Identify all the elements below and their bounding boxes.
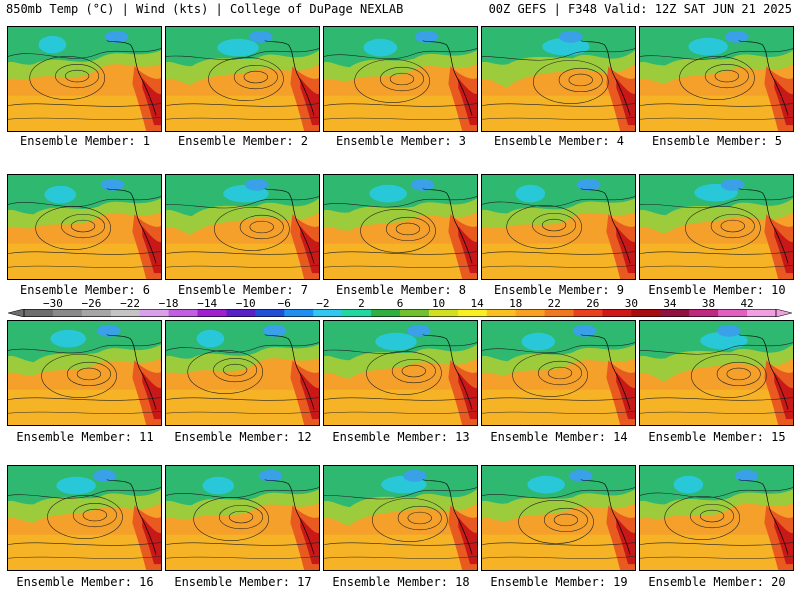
ensemble-member-label: Ensemble Member: 2	[177, 134, 309, 148]
colorbar-tick-label: −2	[316, 297, 330, 310]
ensemble-member-map	[481, 26, 636, 132]
ensemble-member-label: Ensemble Member: 13	[332, 430, 470, 444]
colorbar-tick-label: −10	[235, 297, 256, 310]
ensemble-member-map	[323, 320, 478, 426]
colorbar-tick-label: 18	[509, 297, 523, 310]
ensemble-member-map	[165, 320, 320, 426]
colorbar-swatch	[457, 309, 488, 317]
ensemble-member-label: Ensemble Member: 14	[490, 430, 628, 444]
colorbar-swatch	[255, 309, 285, 317]
colorbar-tick-label: −18	[158, 297, 179, 310]
ensemble-member-map	[639, 174, 794, 280]
colorbar-max-arrow	[775, 309, 792, 317]
header-title: 850mb Temp (°C) | Wind (kts) | College o…	[6, 2, 404, 16]
colorbar-swatch	[747, 309, 777, 317]
ensemble-member-map	[481, 465, 636, 571]
ensemble-member-label: Ensemble Member: 7	[177, 283, 309, 297]
ensemble-member-map	[7, 174, 162, 280]
ensemble-member-map	[639, 26, 794, 132]
ensemble-member-map	[323, 174, 478, 280]
colorbar-swatch	[428, 309, 459, 317]
colorbar-swatch	[660, 309, 690, 317]
colorbar-swatch	[689, 309, 719, 317]
header-run-info: 00Z GEFS | F348 Valid: 12Z SAT JUN 21 20…	[488, 2, 792, 16]
ensemble-member-label: Ensemble Member: 12	[174, 430, 312, 444]
ensemble-member-map	[7, 320, 162, 426]
ensemble-member-label: Ensemble Member: 6	[19, 283, 151, 297]
colorbar-swatch	[371, 309, 401, 317]
ensemble-member-label: Ensemble Member: 11	[16, 430, 154, 444]
colorbar-swatch	[197, 309, 227, 317]
ensemble-member-map	[639, 465, 794, 571]
ensemble-member-map	[7, 465, 162, 571]
colorbar-tick-label: 34	[663, 297, 677, 310]
colorbar-tick-label: −22	[120, 297, 140, 310]
colorbar-swatch	[110, 309, 141, 317]
colorbar-swatch	[168, 309, 199, 317]
colorbar-swatch	[400, 309, 430, 317]
ensemble-member-label: Ensemble Member: 20	[648, 575, 786, 589]
temperature-colorbar	[8, 309, 792, 317]
ensemble-member-label: Ensemble Member: 4	[493, 134, 625, 148]
colorbar-swatch	[226, 309, 256, 317]
colorbar-swatch	[24, 309, 54, 317]
ensemble-member-label: Ensemble Member: 10	[648, 283, 786, 297]
ensemble-member-label: Ensemble Member: 5	[651, 134, 783, 148]
colorbar-tick-label: −6	[277, 297, 291, 310]
colorbar-tick-label: 30	[624, 297, 638, 310]
ensemble-member-label: Ensemble Member: 9	[493, 283, 625, 297]
colorbar-tick-label: 26	[586, 297, 600, 310]
ensemble-member-label: Ensemble Member: 19	[490, 575, 628, 589]
colorbar-swatch	[602, 309, 632, 317]
colorbar-tick-label: 14	[470, 297, 484, 310]
colorbar-swatch	[573, 309, 603, 317]
ensemble-member-map	[165, 465, 320, 571]
ensemble-member-label: Ensemble Member: 16	[16, 575, 154, 589]
colorbar-min-arrow	[8, 309, 25, 317]
ensemble-member-map	[165, 26, 320, 132]
colorbar-tick-label: 2	[358, 297, 365, 310]
colorbar-tick-label: 6	[396, 297, 404, 310]
colorbar-swatch	[284, 309, 314, 317]
ensemble-member-label: Ensemble Member: 15	[648, 430, 786, 444]
colorbar-swatch	[486, 309, 517, 317]
ensemble-member-label: Ensemble Member: 3	[335, 134, 467, 148]
ensemble-member-map	[323, 26, 478, 132]
ensemble-member-map	[481, 320, 636, 426]
ensemble-member-map	[639, 320, 794, 426]
colorbar-tick-label: 42	[740, 297, 754, 310]
ensemble-member-map	[165, 174, 320, 280]
ensemble-member-label: Ensemble Member: 17	[174, 575, 312, 589]
colorbar-swatch	[81, 309, 112, 317]
colorbar-tick-label: 38	[701, 297, 716, 310]
ensemble-member-map	[7, 26, 162, 132]
colorbar-swatch	[342, 309, 372, 317]
colorbar-swatch	[544, 309, 575, 317]
colorbar-tick-label: −26	[81, 297, 102, 310]
colorbar-swatch	[52, 309, 83, 317]
ensemble-member-label: Ensemble Member: 18	[332, 575, 470, 589]
colorbar-swatch	[313, 309, 343, 317]
colorbar-swatch	[515, 309, 546, 317]
ensemble-member-label: Ensemble Member: 1	[19, 134, 151, 148]
colorbar-tick-label: −30	[42, 297, 63, 310]
colorbar-tick-label: −14	[197, 297, 218, 310]
ensemble-member-map	[323, 465, 478, 571]
colorbar-swatch	[631, 309, 661, 317]
colorbar-tick-label: 10	[431, 297, 446, 310]
ensemble-member-map	[481, 174, 636, 280]
colorbar-swatch	[718, 309, 748, 317]
colorbar-tick-label: 22	[547, 297, 561, 310]
colorbar-swatch	[139, 309, 170, 317]
ensemble-member-label: Ensemble Member: 8	[335, 283, 467, 297]
